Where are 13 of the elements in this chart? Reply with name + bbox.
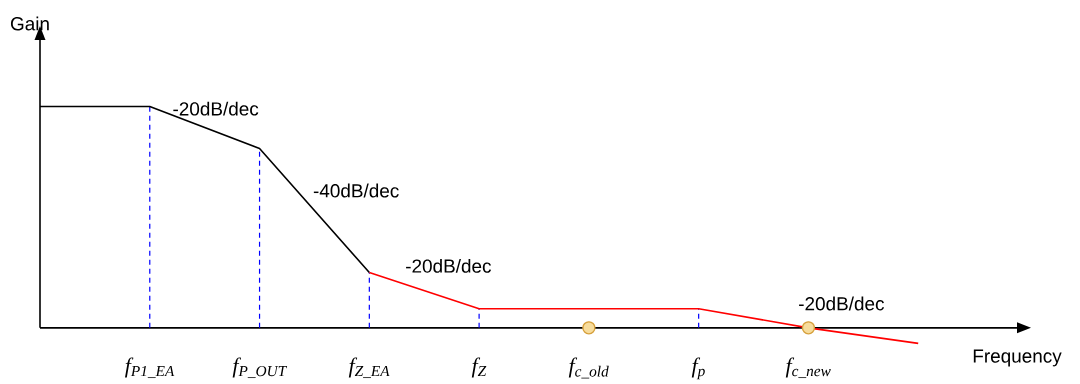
annotation: -40dB/dec <box>313 183 399 198</box>
y-axis-title: Gain <box>10 16 49 31</box>
x-tick-label: f$_{c_new}$ <box>785 357 831 379</box>
x-tick-label: f$_{Z}$ <box>471 357 487 378</box>
x-axis-title: Frequency <box>973 349 1062 367</box>
annotation: -20dB/dec <box>799 296 885 311</box>
x-tick-label: f$_{p}$ <box>691 357 705 380</box>
annotation: -20dB/dec <box>173 101 259 116</box>
x-tick-label: f$_{c_old}$ <box>568 357 609 379</box>
annotation: -20dB/dec <box>406 258 492 273</box>
x-tick-label: f$_{P_OUT}$ <box>232 357 288 379</box>
x-tick-label: f$_{Z_EA}$ <box>348 357 390 379</box>
x-tick-label: f$_{P1_EA}$ <box>125 357 175 379</box>
